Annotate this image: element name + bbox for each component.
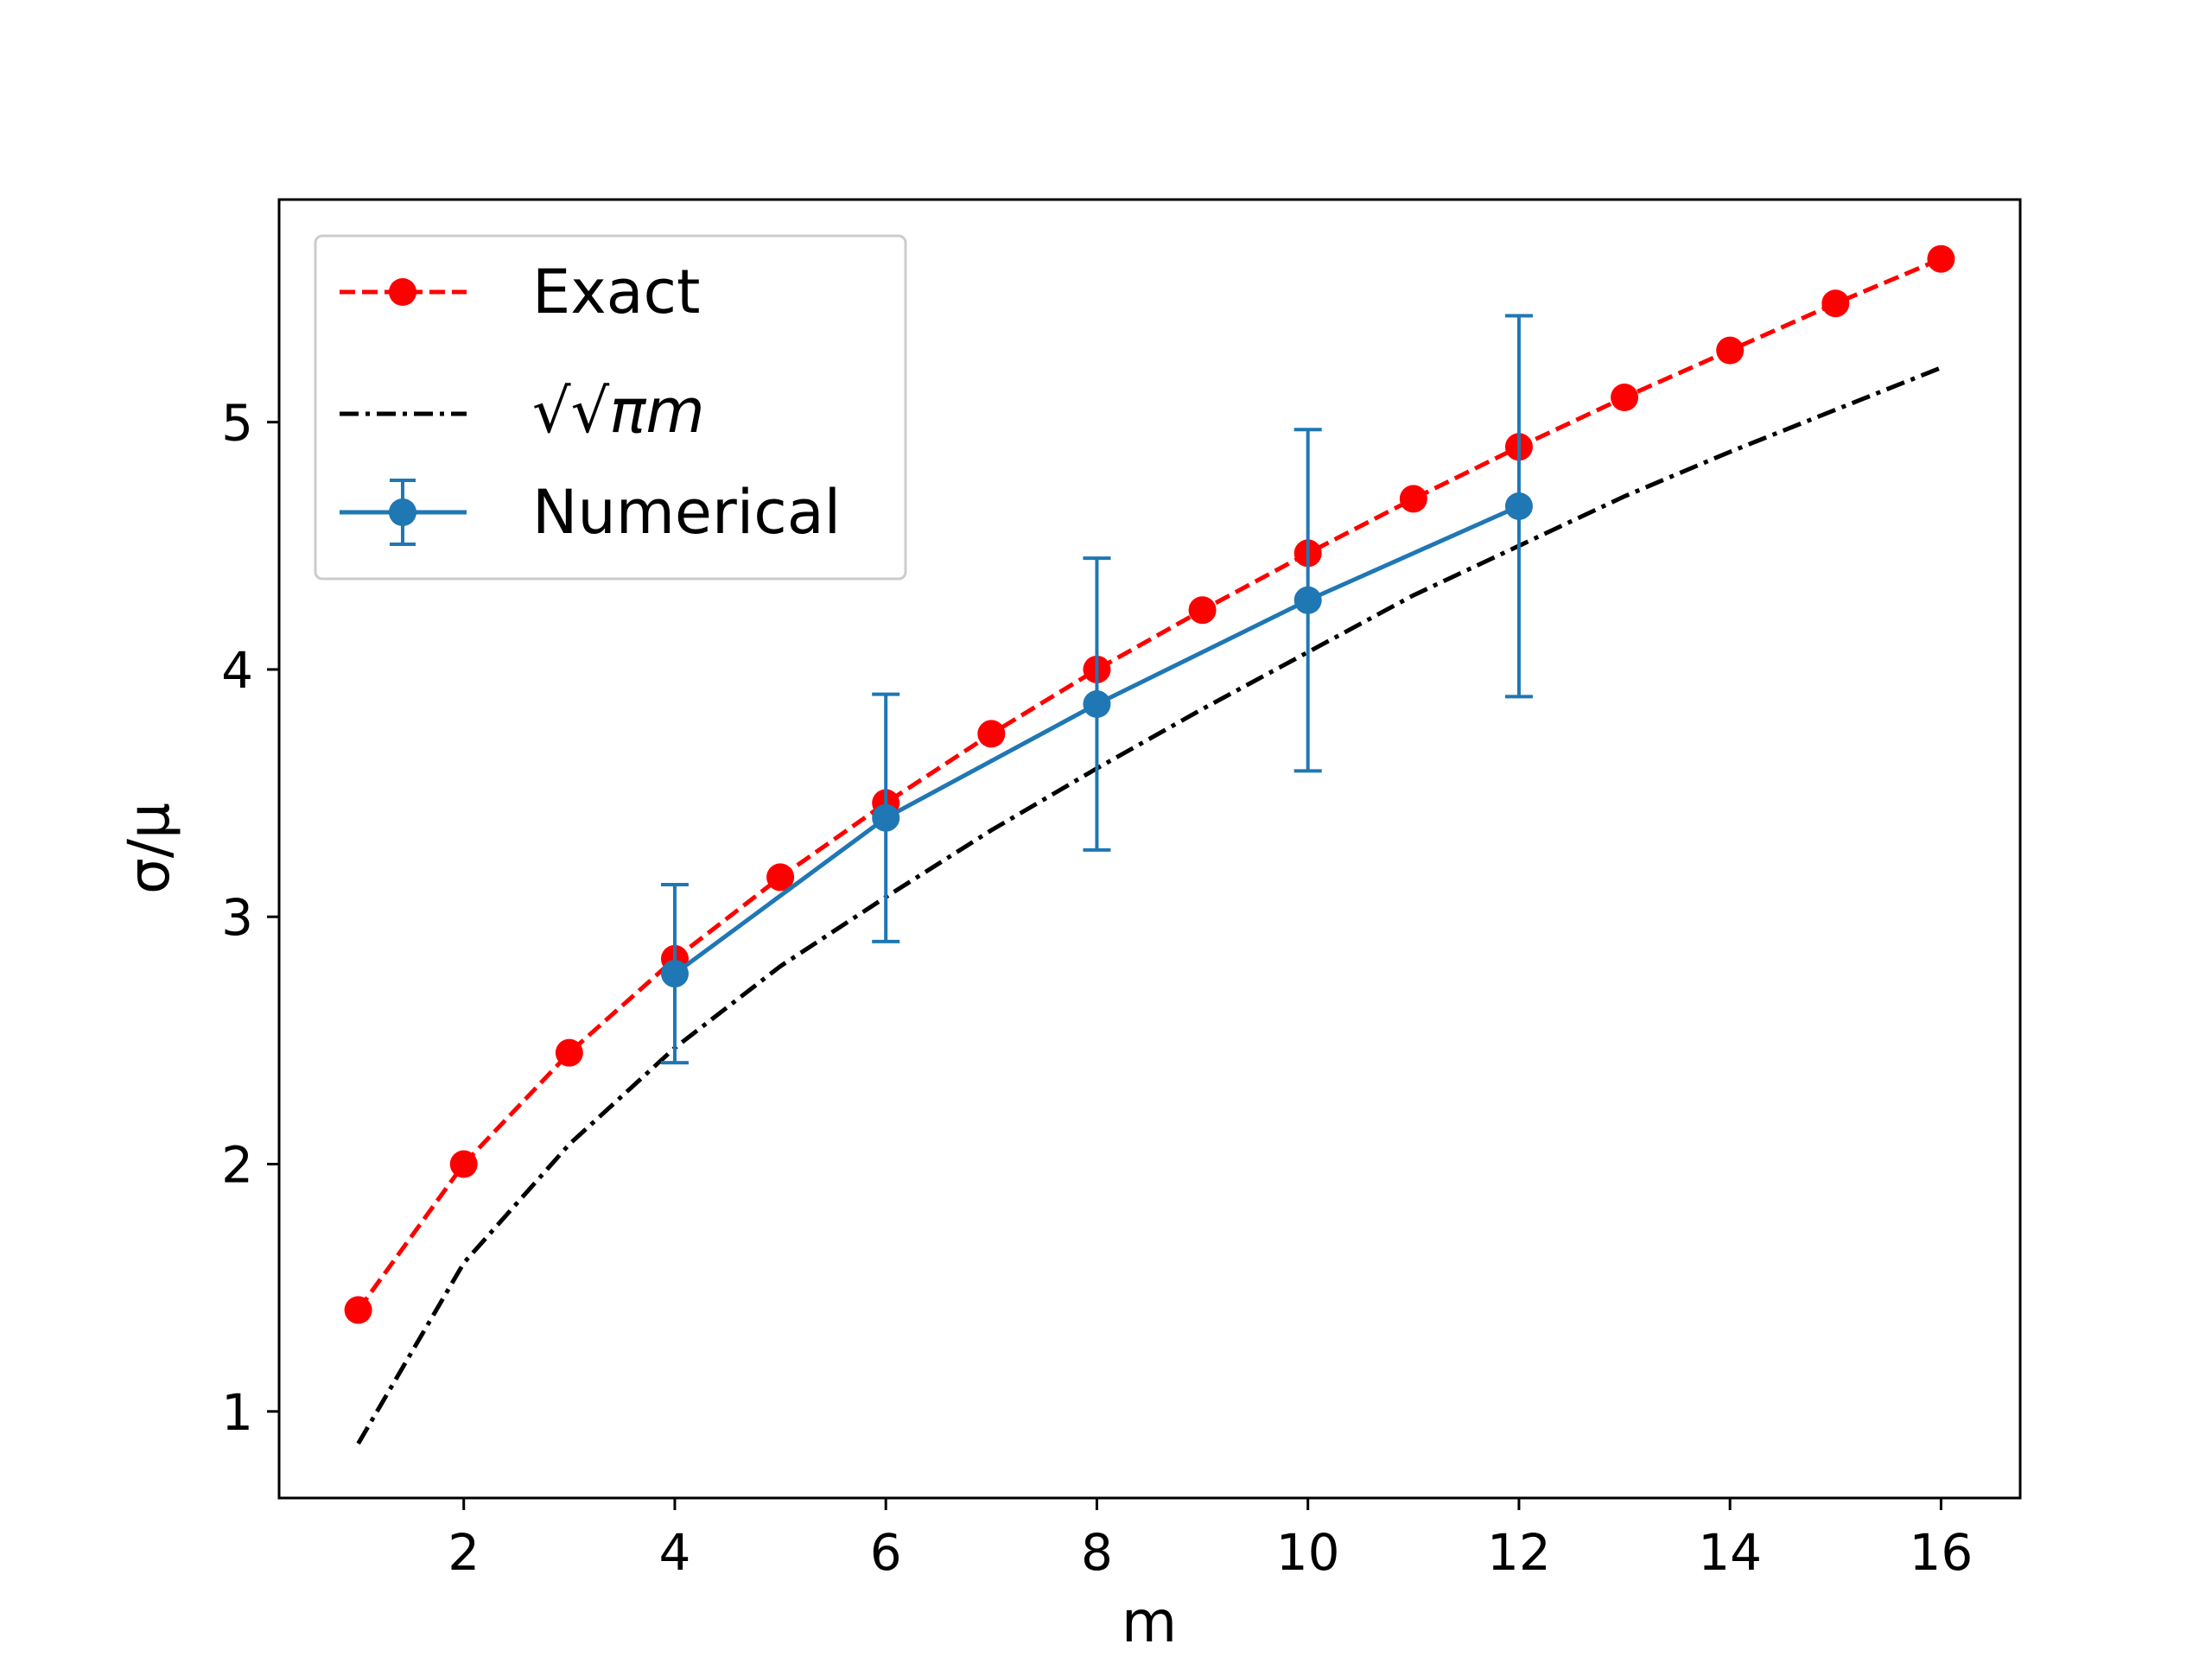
exact-point: [1399, 485, 1427, 513]
numerical-point: [660, 960, 689, 988]
x-axis-label: m: [1122, 1589, 1177, 1655]
numerical-point: [1294, 586, 1322, 614]
legend: Exact √√πm Numerical: [314, 234, 907, 581]
plot-lines: [344, 244, 1955, 1445]
legend-marker-exact: [389, 278, 416, 306]
x-tick-label: 4: [659, 1523, 691, 1582]
exact-point: [555, 1038, 583, 1067]
series-line-sqrt: [356, 365, 1942, 1445]
y-axis-label: σ/μ: [116, 803, 182, 894]
x-tick-label: 12: [1487, 1523, 1551, 1582]
numerical-point: [872, 803, 900, 832]
legend-marker-numerical: [389, 498, 416, 526]
exact-point: [1611, 384, 1639, 412]
legend-box: [314, 234, 907, 581]
plot-frame: [277, 198, 2022, 1500]
x-tick-label: 2: [448, 1523, 480, 1582]
legend-label-sqrt: √√πm: [532, 376, 705, 447]
series-line-exact: [356, 257, 1942, 1311]
numerical-point: [1083, 690, 1111, 719]
x-tick-label: 14: [1698, 1523, 1762, 1582]
legend-label-numerical: Numerical: [532, 477, 841, 548]
exact-point: [344, 1296, 372, 1324]
x-tick-label: 16: [1910, 1523, 1974, 1582]
y-tick-label: 2: [221, 1136, 253, 1195]
y-tick-label: 1: [221, 1383, 253, 1442]
numerical-point: [1504, 492, 1533, 520]
x-tick-label: 6: [870, 1523, 902, 1582]
legend-label-exact: Exact: [532, 257, 700, 327]
exact-point: [977, 720, 1006, 748]
exact-point: [1821, 289, 1850, 318]
exact-point: [1188, 596, 1217, 625]
y-tick-label: 4: [221, 641, 253, 700]
exact-point: [766, 863, 795, 892]
y-tick-label: 3: [221, 888, 253, 947]
exact-point: [1716, 336, 1745, 365]
exact-point: [1927, 244, 1955, 273]
exact-point: [449, 1150, 478, 1178]
y-tick-label: 5: [221, 394, 253, 453]
x-tick-label: 8: [1081, 1523, 1113, 1582]
x-tick-label: 10: [1276, 1523, 1340, 1582]
